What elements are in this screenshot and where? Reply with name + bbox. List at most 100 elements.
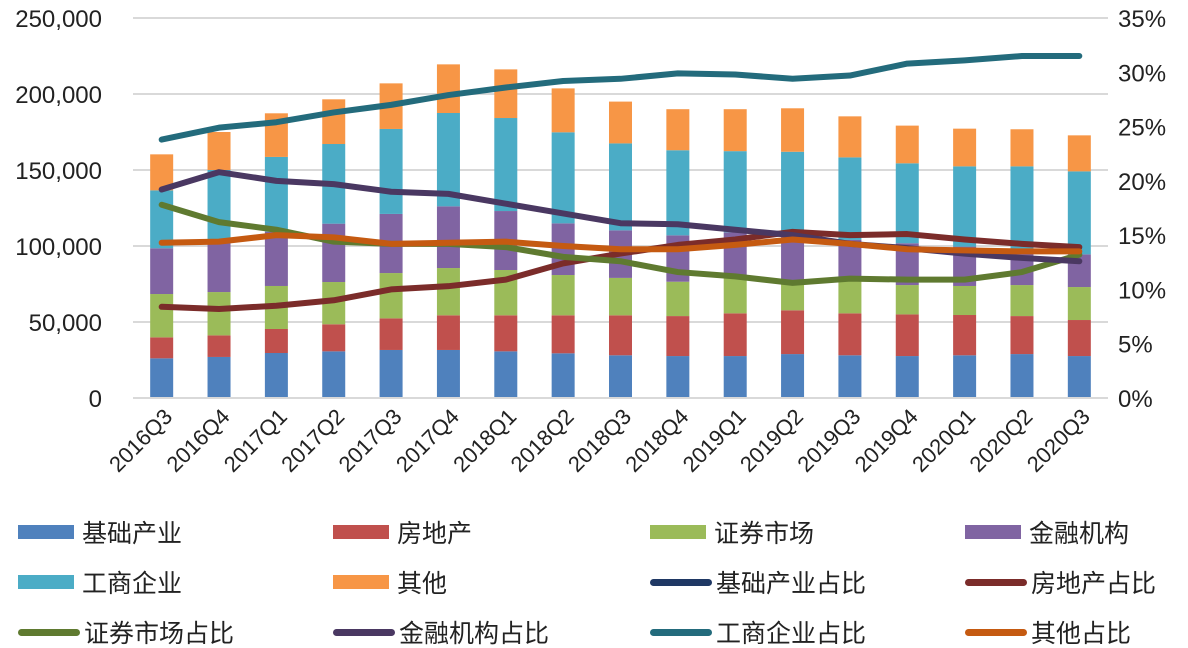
bar-证券市场 <box>895 285 919 315</box>
legend-label: 房地产 <box>397 519 473 548</box>
y-right-tick-label: 5% <box>1118 332 1153 359</box>
bar-房地产 <box>379 318 403 350</box>
x-tick-label: 2016Q3 <box>104 404 177 477</box>
bar-证券市场 <box>781 283 805 311</box>
legend-item: 其他占比 <box>965 612 1131 648</box>
bar-基础产业 <box>609 355 632 398</box>
legend-item: 证券市场 <box>650 512 814 552</box>
bar-其他 <box>1010 129 1034 167</box>
legend-swatch <box>18 575 74 589</box>
bar-金融机构 <box>150 248 174 295</box>
bar-金融机构 <box>895 243 919 286</box>
y-right-tick-label: 25% <box>1118 115 1166 142</box>
y-left-tick-label: 50,000 <box>29 310 102 337</box>
bar-基础产业 <box>551 353 575 398</box>
legend-label: 金融机构占比 <box>399 619 550 648</box>
bar-房地产 <box>436 315 460 350</box>
legend-line-marker <box>333 628 395 636</box>
bar-证券市场 <box>723 278 747 314</box>
legend-item: 工商企业占比 <box>650 612 866 648</box>
legend-label: 基础产业 <box>82 519 183 548</box>
legend-item: 金融机构 <box>965 512 1129 552</box>
legend-item: 金融机构占比 <box>333 612 549 648</box>
bar-金融机构 <box>436 206 460 269</box>
bar-其他 <box>723 109 747 152</box>
bar-房地产 <box>1067 320 1091 357</box>
legend-swatch <box>650 525 706 539</box>
bar-基础产业 <box>781 354 805 398</box>
x-tick-label: 2016Q4 <box>162 404 235 477</box>
x-tick-label: 2018Q1 <box>448 404 521 477</box>
bar-工商企业 <box>436 113 460 207</box>
legend-item: 工商企业 <box>18 562 182 602</box>
x-tick-label: 2019Q3 <box>792 404 865 477</box>
bar-基础产业 <box>723 356 747 398</box>
legend-item: 其他 <box>333 562 447 602</box>
bar-其他 <box>953 128 977 167</box>
bar-其他 <box>609 101 632 144</box>
x-tick-label: 2020Q1 <box>907 404 980 477</box>
x-tick-label: 2018Q3 <box>563 404 636 477</box>
bar-证券市场 <box>953 285 977 316</box>
bar-其他 <box>1067 135 1091 172</box>
legend-label: 房地产占比 <box>1031 569 1157 598</box>
bar-工商企业 <box>207 170 231 240</box>
bar-金融机构 <box>207 239 231 293</box>
y-right-tick-label: 30% <box>1118 60 1166 87</box>
bar-工商企业 <box>1067 171 1091 255</box>
bar-工商企业 <box>953 166 977 247</box>
legend-item: 房地产占比 <box>965 562 1156 602</box>
legend-line-marker <box>965 628 1027 636</box>
bar-工商企业 <box>781 151 805 237</box>
legend-swatch <box>333 525 389 539</box>
bar-房地产 <box>150 337 174 359</box>
bar-基础产业 <box>1010 354 1034 398</box>
legend-item: 证券市场占比 <box>18 612 234 648</box>
bar-工商企业 <box>838 157 862 240</box>
y-left-tick-label: 150,000 <box>15 158 102 185</box>
bar-金融机构 <box>838 239 862 279</box>
bar-其他 <box>322 99 346 145</box>
legend-label: 工商企业占比 <box>716 619 867 648</box>
x-tick-label: 2017Q2 <box>276 404 349 477</box>
combo-chart: 0 50,000 100,000 150,000 200,000 250,000 0% 5% 1… <box>15 6 1166 477</box>
y-left-tick-label: 0 <box>89 386 102 413</box>
x-tick-label: 2018Q4 <box>620 404 693 477</box>
bar-基础产业 <box>379 349 403 398</box>
bar-房地产 <box>207 335 231 357</box>
bar-房地产 <box>838 313 862 356</box>
y-right-tick-label: 10% <box>1118 277 1166 304</box>
legend-label: 证券市场占比 <box>84 619 235 648</box>
bar-证券市场 <box>436 268 460 316</box>
bar-证券市场 <box>150 294 174 338</box>
bar-基础产业 <box>1067 356 1091 398</box>
bar-基础产业 <box>666 356 690 398</box>
bar-金融机构 <box>322 223 346 283</box>
bar-其他 <box>666 109 690 151</box>
y-left-tick-label: 200,000 <box>15 82 102 109</box>
bar-房地产 <box>895 314 919 357</box>
bar-证券市场 <box>609 277 632 316</box>
legend-item: 基础产业 <box>18 512 182 552</box>
bar-工商企业 <box>895 163 919 244</box>
line-房地产占比 <box>158 228 1083 312</box>
legend-swatch <box>965 525 1021 539</box>
bar-工商企业 <box>723 151 747 233</box>
y-right-tick-label: 15% <box>1118 223 1166 250</box>
line-工商企业占比 <box>158 53 1083 143</box>
bar-其他 <box>494 69 518 119</box>
x-tick-label: 2019Q1 <box>678 404 751 477</box>
bar-证券市场 <box>666 281 690 317</box>
bar-证券市场 <box>207 292 231 336</box>
bar-房地产 <box>953 315 977 356</box>
y-right-tick-label: 0% <box>1118 386 1153 413</box>
legend-label: 证券市场 <box>714 519 815 548</box>
x-tick-label: 2019Q4 <box>850 404 923 477</box>
bar-其他 <box>207 132 231 170</box>
legend-line-marker <box>18 628 80 636</box>
bar-房地产 <box>264 328 288 354</box>
x-tick-label: 2017Q1 <box>219 404 292 477</box>
legend-label: 其他占比 <box>1031 619 1132 648</box>
bar-房地产 <box>494 315 518 352</box>
